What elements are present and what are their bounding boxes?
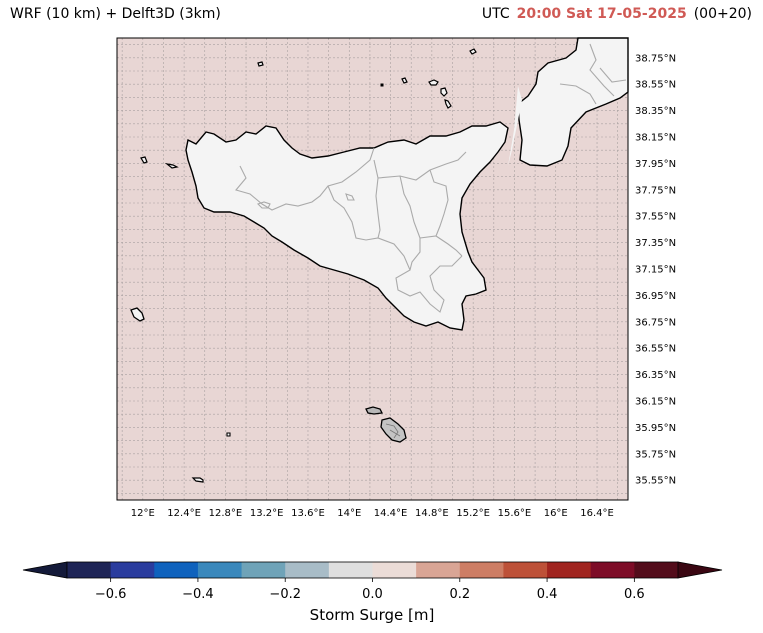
colorbar-segment [590, 562, 635, 578]
lat-tick-label: 37.15°N [635, 265, 676, 276]
colorbar-segment [503, 562, 548, 578]
egadi-island [164, 163, 179, 169]
utc-label: UTC [481, 6, 510, 22]
colorbar [22, 561, 723, 579]
colorbar-segment [634, 562, 679, 578]
lat-tick-label: 36.75°N [635, 317, 676, 328]
lat-tick-label: 37.95°N [635, 159, 676, 170]
lon-tick-label: 12.8°E [209, 508, 243, 519]
egadi-island [140, 156, 148, 164]
lat-tick-label: 36.95°N [635, 291, 676, 302]
pantelleria-island [130, 307, 145, 322]
aeolian-island [428, 79, 439, 86]
colorbar-segment [547, 562, 592, 578]
colorbar-tick-label: 0.0 [362, 587, 383, 602]
colorbar-segment [67, 562, 112, 578]
colorbar-tick-label: 0.6 [624, 587, 645, 602]
lat-tick-label: 36.55°N [635, 344, 676, 355]
map-frame [116, 37, 629, 501]
lon-tick-label: 12°E [131, 508, 155, 519]
colorbar-segment [459, 562, 504, 578]
lon-tick-label: 13.2°E [250, 508, 284, 519]
lat-tick-label: 36.35°N [635, 370, 676, 381]
longitude-labels: 12°E 12.4°E 12.8°E 13.2°E 13.6°E 14°E 14.4°E 14… [131, 508, 614, 519]
colorbar-segment [416, 562, 461, 578]
lon-tick-label: 16.4°E [580, 508, 614, 519]
lon-tick-label: 14.4°E [374, 508, 408, 519]
colorbar-segment [154, 562, 199, 578]
sicily-small-lake [256, 193, 355, 209]
colorbar-tick-label: 0.2 [449, 587, 470, 602]
colorbar-extend-min [22, 561, 68, 579]
colorbar-segment [241, 562, 286, 578]
model-title: WRF (10 km) + Delft3D (3km) [10, 6, 221, 22]
eastern-sicily-strait-land [508, 86, 522, 166]
aeolian-island [440, 87, 448, 97]
colorbar-label: Storm Surge [m] [310, 606, 435, 624]
latitude-labels: 38.75°N 38.55°N 38.35°N 38.15°N 37.95°N 37.75… [635, 53, 676, 486]
linosa-island [226, 432, 231, 437]
lat-tick-label: 38.15°N [635, 133, 676, 144]
aeolian-island [444, 99, 452, 109]
calabria-boundary [559, 43, 627, 105]
lat-tick-label: 38.55°N [635, 80, 676, 91]
colorbar-ticks: −0.6 −0.4 −0.2 0.0 0.2 0.4 0.6 [95, 578, 645, 602]
lon-tick-label: 12.4°E [167, 508, 201, 519]
lon-tick-label: 15.2°E [456, 508, 490, 519]
valid-time: UTC 20:00 Sat 17-05-2025 (00+20) [482, 6, 752, 22]
lon-tick-label: 14°E [337, 508, 361, 519]
lat-tick-label: 35.95°N [635, 423, 676, 434]
lat-tick-label: 37.75°N [635, 185, 676, 196]
lat-tick-label: 35.55°N [635, 476, 676, 487]
lon-tick-label: 14.8°E [415, 508, 449, 519]
colorbar-segment [328, 562, 373, 578]
calabria-land [517, 37, 629, 167]
lampedusa-island [191, 477, 204, 483]
colorbar-segment [285, 562, 330, 578]
lat-tick-label: 37.55°N [635, 212, 676, 223]
lat-tick-label: 38.35°N [635, 106, 676, 117]
colorbar-tick-label: −0.2 [269, 587, 301, 602]
colorbar-tick-label: 0.4 [537, 587, 558, 602]
malta-boundary [385, 423, 401, 439]
colorbar-segment [110, 562, 155, 578]
lon-tick-label: 15.6°E [498, 508, 532, 519]
timestamp: 20:00 Sat 17-05-2025 [516, 6, 687, 22]
sicily-land [185, 121, 509, 331]
colorbar-segment [197, 562, 243, 578]
colorbar-segment [372, 562, 417, 578]
aeolian-island [469, 48, 477, 55]
lat-tick-label: 37.35°N [635, 238, 676, 249]
lat-tick-label: 38.75°N [635, 53, 676, 64]
aeolian-island [401, 77, 408, 84]
forecast-step: (00+20) [693, 6, 752, 22]
lat-tick-label: 35.75°N [635, 449, 676, 460]
colorbar-tick-label: −0.4 [182, 587, 214, 602]
lon-tick-label: 16°E [544, 508, 568, 519]
lat-tick-label: 36.15°N [635, 397, 676, 408]
colorbar-tick-label: −0.6 [95, 587, 127, 602]
lon-tick-label: 13.6°E [291, 508, 325, 519]
sicily-boundaries [235, 147, 467, 313]
ustica-island [257, 61, 264, 67]
gozo-island [365, 406, 383, 415]
aeolian-island [380, 83, 384, 87]
colorbar-extend-max [677, 561, 723, 579]
